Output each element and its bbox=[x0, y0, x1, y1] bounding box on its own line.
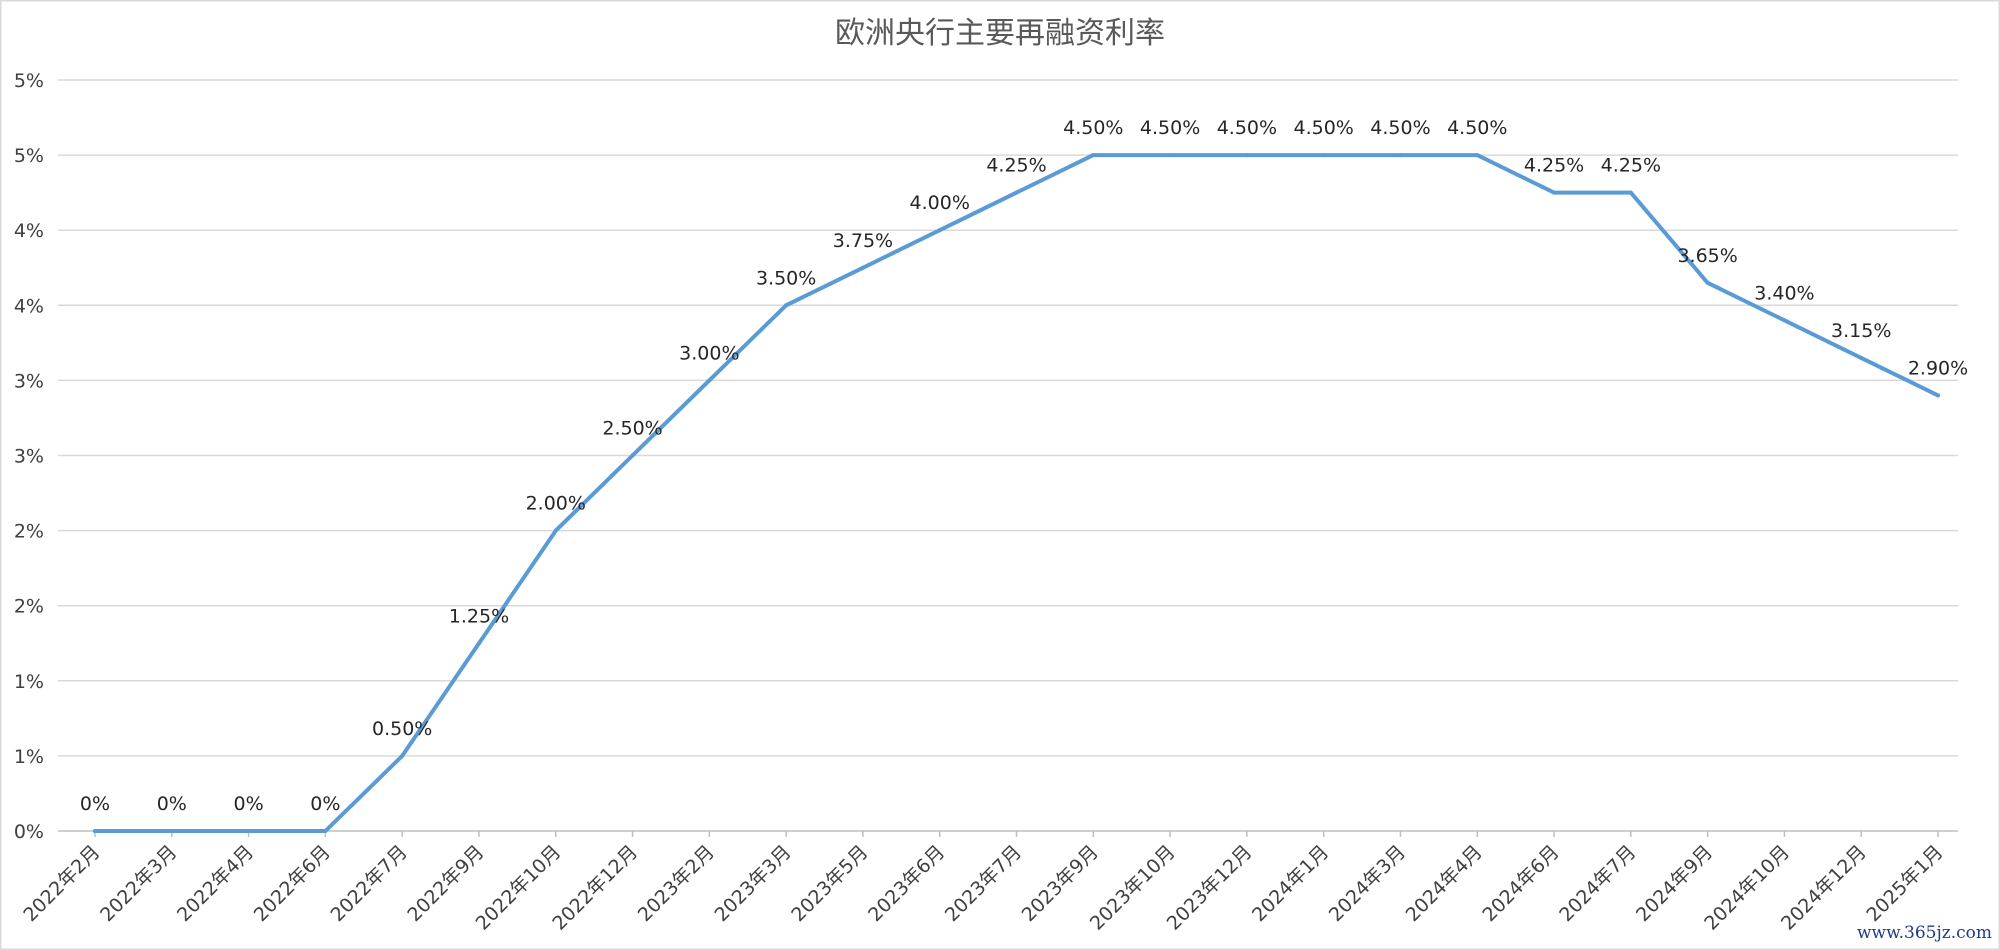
data-label: 3.15% bbox=[1831, 320, 1891, 342]
x-tick-label: 2022年4月 bbox=[173, 841, 258, 926]
data-point bbox=[1628, 190, 1633, 195]
y-tick-label: 3% bbox=[14, 446, 44, 468]
data-label: 0% bbox=[234, 793, 264, 815]
series-layer bbox=[93, 153, 1940, 833]
y-tick-label: 5% bbox=[14, 145, 44, 167]
data-label: 3.50% bbox=[756, 267, 816, 289]
data-label: 3.75% bbox=[833, 230, 893, 252]
data-label: 4.00% bbox=[910, 192, 970, 214]
data-point bbox=[1168, 153, 1173, 158]
data-point bbox=[1705, 280, 1710, 285]
y-tick-label: 0% bbox=[14, 821, 44, 843]
x-tick-label: 2022年3月 bbox=[96, 841, 181, 926]
data-label: 0% bbox=[80, 793, 110, 815]
data-label: 4.50% bbox=[1370, 117, 1430, 139]
data-label: 3.00% bbox=[679, 342, 739, 364]
data-point bbox=[323, 829, 328, 833]
data-label: 3.40% bbox=[1754, 282, 1814, 304]
x-tick-label: 2023年6月 bbox=[864, 841, 949, 926]
data-point bbox=[1475, 153, 1480, 158]
data-point bbox=[784, 303, 789, 308]
data-label: 2.90% bbox=[1908, 357, 1968, 379]
data-label: 4.25% bbox=[986, 155, 1046, 177]
data-point bbox=[1321, 153, 1326, 158]
watermark-text: www.365jz.com bbox=[1857, 923, 1992, 943]
data-point bbox=[400, 753, 405, 758]
data-label: 0% bbox=[157, 793, 187, 815]
data-point bbox=[860, 265, 865, 270]
x-tick-label: 2024年9月 bbox=[1632, 841, 1717, 926]
x-tick-label: 2024年3月 bbox=[1325, 841, 1410, 926]
x-tick-label: 2024年7月 bbox=[1555, 841, 1640, 926]
data-point bbox=[246, 829, 251, 833]
data-label: 2.50% bbox=[602, 418, 662, 440]
x-tick-label: 2025年1月 bbox=[1862, 841, 1947, 926]
y-tick-label: 5% bbox=[14, 70, 44, 92]
data-label: 3.65% bbox=[1677, 245, 1737, 267]
x-tick-label: 2023年9月 bbox=[1018, 841, 1103, 926]
data-point bbox=[1244, 153, 1249, 158]
data-point bbox=[476, 641, 481, 646]
x-tick-label: 2023年2月 bbox=[634, 841, 719, 926]
data-label: 4.25% bbox=[1601, 155, 1661, 177]
data-point bbox=[630, 453, 635, 458]
y-tick-label: 4% bbox=[14, 220, 44, 242]
data-label: 0% bbox=[310, 793, 340, 815]
y-tick-label: 4% bbox=[14, 295, 44, 317]
y-tick-label: 3% bbox=[14, 370, 44, 392]
x-tick-label: 2023年7月 bbox=[941, 841, 1026, 926]
data-label: 4.50% bbox=[1293, 117, 1353, 139]
x-tick-label: 2022年9月 bbox=[403, 841, 488, 926]
data-label: 1.25% bbox=[449, 605, 509, 627]
y-tick-label: 2% bbox=[14, 596, 44, 618]
x-tick-label: 2023年3月 bbox=[710, 841, 795, 926]
gridlines bbox=[58, 79, 1958, 832]
data-label: 4.50% bbox=[1140, 117, 1200, 139]
data-labels: 0% 0% 0% 0% 0.50% 1.25% 2.00% 2.50% 3.00% 3.50% 3.… bbox=[80, 117, 1968, 815]
y-axis-ticks: 0% 1% 1% 2% 2% 3% 3% 4% 4% 5% 5% bbox=[14, 70, 44, 843]
data-point bbox=[937, 228, 942, 233]
x-tick-label: 2022年6月 bbox=[250, 841, 335, 926]
y-tick-label: 1% bbox=[14, 671, 44, 693]
y-tick-label: 2% bbox=[14, 521, 44, 543]
data-label: 4.50% bbox=[1063, 117, 1123, 139]
x-axis-ticks: 2022年2月2022年3月2022年4月2022年6月2022年7月2022年… bbox=[19, 831, 1948, 935]
data-label: 2.00% bbox=[526, 493, 586, 515]
data-label: 4.25% bbox=[1524, 155, 1584, 177]
data-label: 4.50% bbox=[1447, 117, 1507, 139]
data-point bbox=[1398, 153, 1403, 158]
data-point bbox=[707, 378, 712, 383]
data-point bbox=[553, 528, 558, 533]
data-point bbox=[93, 829, 97, 833]
data-point bbox=[1014, 190, 1019, 195]
chart-title: 欧洲央行主要再融资利率 bbox=[835, 16, 1165, 51]
x-tick-label: 2023年5月 bbox=[787, 841, 872, 926]
data-point bbox=[1091, 153, 1096, 158]
x-tick-label: 2024年4月 bbox=[1402, 841, 1487, 926]
data-point bbox=[1782, 318, 1787, 323]
data-point bbox=[1552, 190, 1557, 195]
x-tick-label: 2022年7月 bbox=[327, 841, 412, 926]
y-tick-label: 1% bbox=[14, 746, 44, 768]
x-tick-label: 2024年1月 bbox=[1248, 841, 1333, 926]
data-point bbox=[1859, 355, 1864, 360]
x-tick-label: 2022年2月 bbox=[19, 841, 104, 926]
data-label: 4.50% bbox=[1217, 117, 1277, 139]
data-label: 0.50% bbox=[372, 718, 432, 740]
data-point bbox=[1936, 393, 1940, 398]
data-point bbox=[169, 829, 174, 833]
x-tick-label: 2024年6月 bbox=[1478, 841, 1563, 926]
